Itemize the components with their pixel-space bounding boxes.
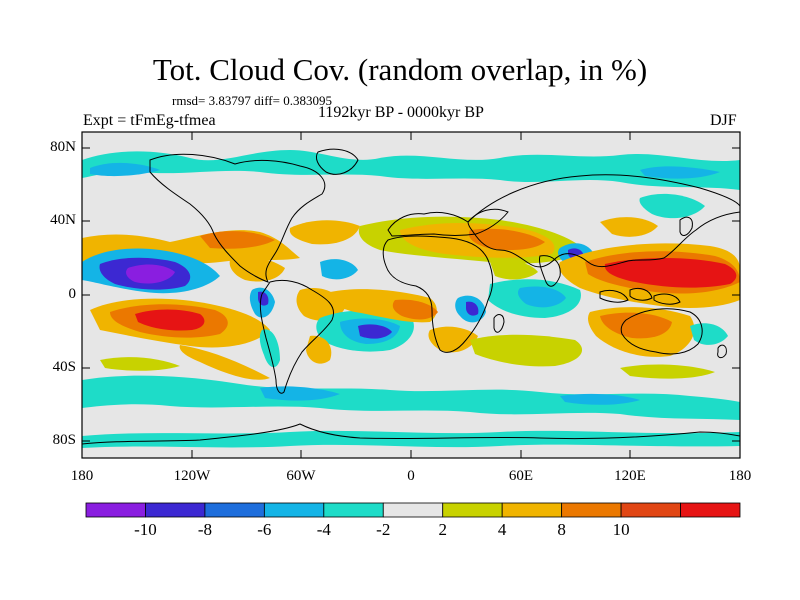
colorbar-tick-label: 10 [612,520,630,539]
coast-japan [679,216,693,236]
coast-indonesia-2 [629,287,653,301]
colorbar-swatch [382,502,444,518]
colorbar-swatch [145,502,206,518]
coast-north-america [149,153,326,283]
contour-japan-teal [639,193,705,219]
colorbar-tick-label: -8 [197,520,212,539]
contour-natl-blue [320,259,358,280]
contour-ant-teal [82,430,740,448]
contour-so-yellow2 [620,364,715,379]
coastlines [82,148,740,445]
contour-arab-yellow [490,260,538,280]
axis-tick-marks [81,132,741,458]
y-tick-label: 40S [52,359,76,375]
y-tick-label: 0 [68,286,77,302]
contour-nz-teal [690,323,728,345]
season-label: DJF [710,112,737,129]
colorbar-swatch [204,502,265,518]
contour-atl-orange-s [306,335,332,364]
coast-indonesia-3 [653,293,681,305]
period-label: 1192kyr BP - 0000kyr BP [318,104,484,121]
contour-nwpac-orange [600,217,658,237]
x-tick-label: 60W [286,468,316,484]
stats-label: rmsd= 3.83797 diff= 0.383095 [172,93,332,108]
x-tick-label: 0 [407,468,415,484]
contour-atl-dblue [358,324,392,339]
colorbar [85,502,741,518]
colorbar-swatch [263,502,325,518]
y-tick-label: 80S [52,432,76,448]
x-tick-label: 120E [614,468,646,484]
x-tick-label: 120W [173,468,211,484]
coast-australia [620,308,703,355]
contour-north-highlat [82,150,740,190]
contour-aus-red [600,312,672,339]
x-tick-label: 180 [70,468,94,484]
contour-andes-teal [259,329,280,368]
coast-asia [467,174,740,268]
coast-south-america [259,279,334,394]
contour-so-teal [82,375,740,420]
anomaly-contours [82,150,740,448]
colorbar-swatch [680,502,741,518]
colorbar-tick-label: -4 [316,520,331,539]
contour-npac-red [200,231,275,249]
coast-antarctica [82,423,740,445]
contour-natl-orange [289,220,360,245]
colorbar-swatch [442,502,503,518]
contour-spac-tail [179,345,270,380]
contour-north-blue [90,162,160,177]
contour-so-blue2 [560,393,640,405]
contour-sio-yellow [470,334,583,367]
colorbar-tick-label: -10 [134,520,157,539]
colorbar-swatch [501,502,563,518]
colorbar-tick-label: -6 [257,520,272,539]
contour-eafr-dblue [466,301,479,316]
contour-npac-neg-core [126,264,175,284]
contour-io-blue [518,286,566,308]
colorbar-swatch [561,502,622,518]
contour-nafr-red [468,228,545,250]
x-tick-label: 180 [728,468,752,484]
coast-madagascar [493,314,505,333]
colorbar-tick-label: -2 [376,520,391,539]
coast-india [539,255,561,287]
colorbar-swatch [323,502,384,518]
contour-atl-red [392,299,438,320]
coast-new-zealand [717,344,727,359]
coast-indonesia-1 [599,289,629,303]
y-tick-label: 80N [50,139,76,155]
contour-so-blue [260,386,340,401]
experiment-label: Expt = tFmEg-tfmea [83,112,216,129]
x-tick-label: 60E [508,468,534,484]
contour-epac-orange [229,257,285,282]
contour-wpac-red [604,258,737,288]
coast-africa [382,235,493,353]
contour-so-yellow [100,357,180,371]
figure-title: Tot. Cloud Cov. (random overlap, in %) [152,52,648,87]
contour-safr-orange [428,326,478,353]
colorbar-tick-label: 2 [438,520,447,539]
coast-europe [387,208,509,237]
colorbar-tick-label: 4 [497,520,507,539]
colorbar-swatch [620,502,681,518]
y-tick-label: 40N [50,212,76,228]
contour-north-blue2 [640,166,720,179]
contour-spac-pos-core [135,309,205,331]
colorbar-swatch [85,502,146,518]
colorbar-tick-label: 8 [557,520,566,539]
coast-greenland [315,148,359,175]
